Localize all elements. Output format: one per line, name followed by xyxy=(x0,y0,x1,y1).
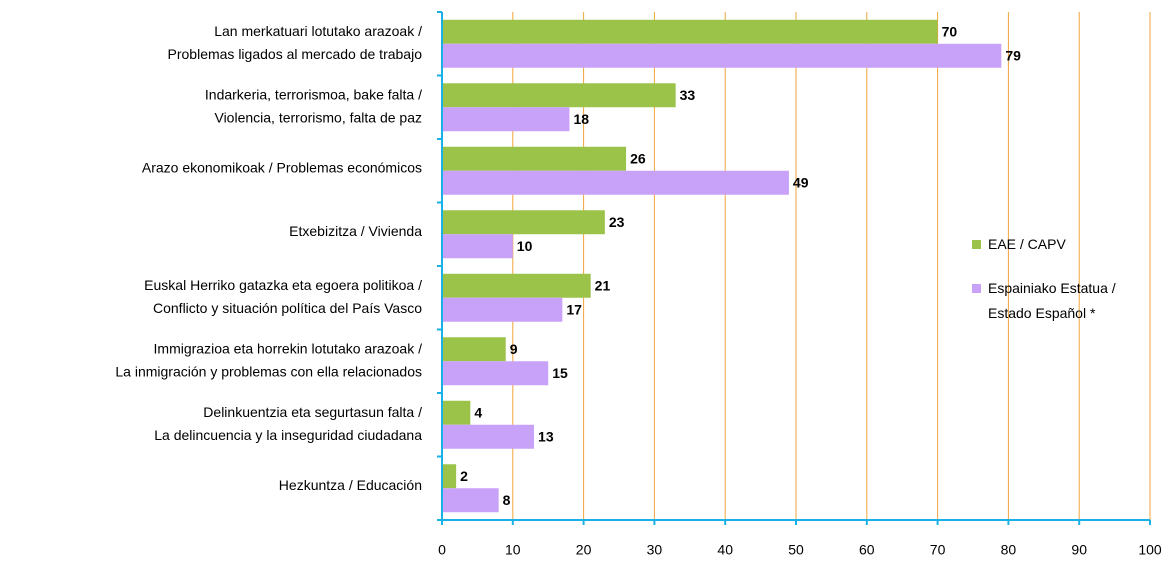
y-tick-label: Violencia, terrorismo, falta de paz xyxy=(214,109,422,125)
legend-swatch xyxy=(972,240,981,249)
y-tick-label: Etxebizitza / Vivienda xyxy=(289,223,422,239)
legend: EAE / CAPV Espainiako Estatua / Estado Es… xyxy=(972,232,1142,345)
x-tick-label: 30 xyxy=(647,542,663,558)
y-tick-label: La delincuencia y la inseguridad ciudada… xyxy=(154,427,422,443)
y-tick-label: Indarkeria, terrorismoa, bake falta / xyxy=(205,86,422,102)
x-tick-label: 90 xyxy=(1071,542,1087,558)
y-tick-label: Delinkuentzia eta segurtasun falta / xyxy=(203,404,422,420)
x-tick-label: 100 xyxy=(1138,542,1162,558)
y-tick-label: Problemas ligados al mercado de trabajo xyxy=(168,46,423,62)
bar xyxy=(442,464,457,489)
value-label: 18 xyxy=(573,111,589,127)
value-label: 49 xyxy=(793,174,809,190)
bar xyxy=(442,297,563,322)
value-label: 13 xyxy=(538,428,554,444)
bar xyxy=(442,400,471,425)
value-label: 10 xyxy=(517,238,533,254)
bar xyxy=(442,210,605,235)
y-tick-label: Hezkuntza / Educación xyxy=(279,477,422,493)
legend-item: Espainiako Estatua / Estado Español * xyxy=(972,276,1142,326)
value-label: 4 xyxy=(474,404,482,420)
bar xyxy=(442,43,1002,68)
bar xyxy=(442,337,506,362)
bar xyxy=(442,361,549,386)
value-label: 8 xyxy=(503,492,511,508)
bar xyxy=(442,146,627,171)
bar xyxy=(442,273,591,298)
y-tick-label: Immigrazioa eta horrekin lotutako arazoa… xyxy=(154,340,423,356)
value-label: 2 xyxy=(460,468,468,484)
bar xyxy=(442,488,499,513)
x-tick-label: 0 xyxy=(438,542,446,558)
value-label: 79 xyxy=(1005,47,1021,63)
value-label: 23 xyxy=(609,214,625,230)
y-tick-label: Arazo ekonomikoak / Problemas económicos xyxy=(142,159,422,175)
x-tick-label: 60 xyxy=(859,542,875,558)
x-tick-label: 50 xyxy=(788,542,804,558)
y-tick-label: Conflicto y situación política del País … xyxy=(153,300,422,316)
legend-swatch xyxy=(972,284,981,293)
bar xyxy=(442,234,513,259)
bar xyxy=(442,424,535,449)
x-tick-label: 10 xyxy=(505,542,521,558)
x-tick-label: 70 xyxy=(930,542,946,558)
value-label: 21 xyxy=(595,277,611,293)
x-tick-label: 80 xyxy=(1001,542,1017,558)
value-label: 70 xyxy=(942,23,958,39)
legend-label: Espainiako Estatua / Estado Español * xyxy=(988,280,1116,321)
y-tick-label: La inmigración y problemas con ella rela… xyxy=(115,363,422,379)
legend-label: EAE / CAPV xyxy=(988,236,1066,252)
bar xyxy=(442,19,938,44)
bar xyxy=(442,107,570,132)
value-label: 26 xyxy=(630,150,646,166)
value-label: 9 xyxy=(510,341,518,357)
legend-item: EAE / CAPV xyxy=(972,232,1142,257)
bar xyxy=(442,83,676,108)
x-tick-label: 20 xyxy=(576,542,592,558)
y-tick-label: Euskal Herriko gatazka eta egoera politi… xyxy=(144,277,422,293)
bar xyxy=(442,170,789,195)
value-label: 33 xyxy=(680,87,696,103)
x-tick-label: 40 xyxy=(717,542,733,558)
value-label: 15 xyxy=(552,365,568,381)
y-tick-label: Lan merkatuari lotutako arazoak / xyxy=(214,23,422,39)
value-label: 17 xyxy=(566,301,582,317)
